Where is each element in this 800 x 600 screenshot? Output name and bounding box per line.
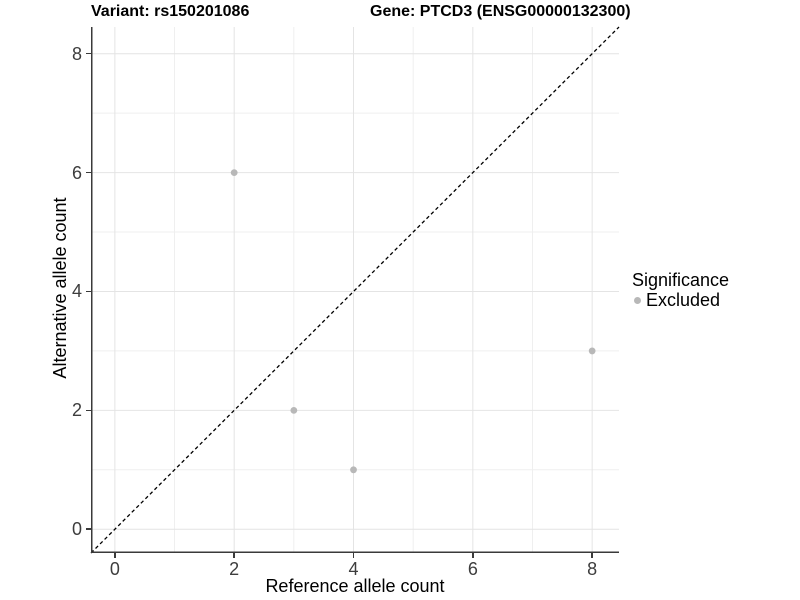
x-tick-label: 6 bbox=[467, 559, 478, 579]
x-tick-label: 0 bbox=[109, 559, 120, 579]
x-tick-label: 4 bbox=[348, 559, 359, 579]
y-tick-label: 2 bbox=[71, 400, 82, 421]
data-point-8-3 bbox=[588, 347, 596, 355]
legend-title: Significance bbox=[632, 270, 730, 290]
x-tick-mark bbox=[352, 553, 355, 558]
legend-item-label: Excluded bbox=[646, 290, 721, 310]
legend-point-icon bbox=[634, 296, 641, 304]
data-point-3-2 bbox=[290, 406, 298, 414]
y-tick-mark bbox=[86, 409, 91, 412]
x-tick-mark bbox=[591, 553, 593, 558]
y-tick-mark bbox=[86, 52, 91, 55]
x-tick-mark bbox=[114, 553, 116, 558]
y-tick-label: 8 bbox=[71, 43, 82, 64]
variant-title: Variant: rs150201086 bbox=[91, 3, 250, 20]
y-tick-mark bbox=[86, 171, 91, 174]
x-tick-mark bbox=[233, 553, 235, 558]
gene-title: Gene: PTCD3 (ENSG00000132300) bbox=[370, 3, 631, 20]
legend-item-excluded: Excluded bbox=[632, 290, 797, 310]
x-tick-mark bbox=[472, 553, 474, 558]
y-tick-mark bbox=[86, 528, 91, 530]
plot-panel: 0 2 4 6 8 0 2 4 6 8 bbox=[72, 26, 620, 579]
x-tick-label: 8 bbox=[587, 559, 598, 579]
data-point-2-6 bbox=[230, 169, 238, 177]
data-point-4-1 bbox=[350, 466, 357, 474]
y-tick-label: 6 bbox=[71, 162, 82, 183]
y-tick-label: 0 bbox=[71, 519, 82, 540]
legend: Significance Excluded bbox=[632, 270, 797, 310]
x-axis-title: Reference allele count bbox=[265, 576, 445, 596]
y-tick-mark bbox=[86, 290, 91, 293]
y-tick-label: 4 bbox=[71, 281, 82, 302]
y-axis-title: Alternative allele count bbox=[50, 197, 70, 379]
chart-canvas bbox=[90, 26, 620, 554]
x-tick-label: 2 bbox=[229, 559, 240, 579]
identity-dashed-line bbox=[90, 26, 620, 554]
